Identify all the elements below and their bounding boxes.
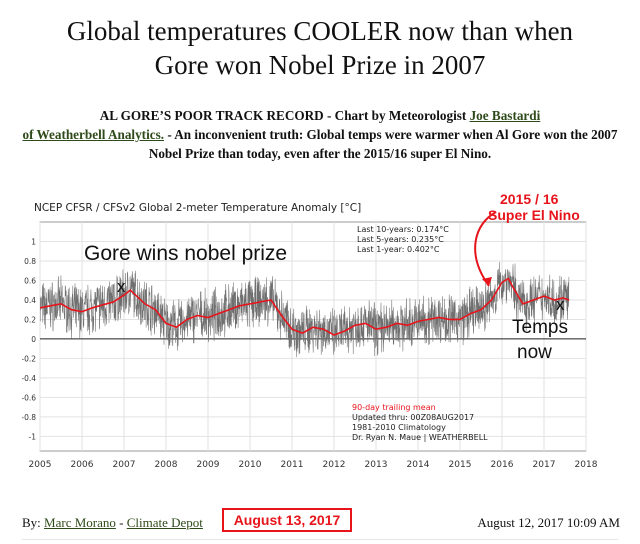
legend-updated: Updated thru: 00Z08AUG2017 [352, 413, 474, 422]
x-tick-label: 2008 [155, 460, 178, 470]
y-tick-label: -1 [29, 432, 37, 441]
x-tick-label: 2009 [197, 460, 220, 470]
x-tick-label: 2006 [71, 460, 94, 470]
annotation-temps-2: now [517, 342, 552, 363]
x-tick-label: 2017 [533, 460, 556, 470]
highlighted-date-badge: August 13, 2017 [222, 508, 352, 532]
headline-line-2: Gore won Nobel Prize in 2007 [154, 50, 486, 80]
annotation-gore: Gore wins nobel prize [84, 242, 287, 265]
y-tick-label: 1 [31, 237, 36, 246]
byline-divider [22, 539, 618, 540]
chart-legend: 90-day trailing mean Updated thru: 00Z08… [352, 403, 488, 442]
elnino-arrow-head [482, 277, 492, 286]
byline-author-block: By: Marc Morano - Climate Depot [22, 515, 203, 531]
source-link-climate-depot[interactable]: Climate Depot [126, 515, 203, 530]
y-tick-label: -0.6 [22, 393, 36, 402]
temperature-chart: NCEP CFSR / CFSv2 Global 2-meter Tempera… [22, 188, 622, 488]
intro-text-2: - An inconvenient truth: Global temps we… [148, 127, 618, 161]
y-tick-label: 0.8 [24, 257, 36, 266]
author-link-joe-bastardi[interactable]: Joe Bastardi [469, 108, 541, 123]
x-tick-label: 2018 [575, 460, 598, 470]
chart-svg: NCEP CFSR / CFSv2 Global 2-meter Tempera… [22, 188, 622, 488]
elnino-arrow [474, 211, 497, 287]
x-tick-label: 2005 [29, 460, 52, 470]
annotation-temps-mark: x [556, 295, 565, 314]
x-tick-label: 2011 [281, 460, 304, 470]
headline-line-1: Global temperatures COOLER now than when [66, 16, 574, 46]
annotation-temps-1: Temps [512, 317, 568, 338]
legend-climatology: 1981-2010 Climatology [352, 423, 446, 432]
daily-series-line [39, 261, 570, 358]
article-intro: AL GORE’S POOR TRACK RECORD - Chart by M… [20, 106, 620, 163]
intro-text-1: AL GORE’S POOR TRACK RECORD - Chart by M… [99, 108, 470, 123]
y-tick-label: -0.8 [22, 413, 36, 422]
x-tick-label: 2007 [113, 460, 136, 470]
y-tick-label: 0.4 [24, 296, 36, 305]
x-tick-label: 2014 [407, 460, 430, 470]
chart-background [22, 188, 622, 488]
y-tick-label: -0.4 [22, 374, 36, 383]
byline-dash: - [115, 515, 127, 530]
author-link-marc-morano[interactable]: Marc Morano [44, 515, 116, 530]
chart-title: NCEP CFSR / CFSv2 Global 2-meter Tempera… [34, 202, 361, 214]
legend-mean: 90-day trailing mean [352, 403, 436, 412]
stat-1yr: Last 1-year: 0.402°C [357, 245, 440, 254]
x-tick-labels: 2005 2006 2007 2008 2009 2010 2011 2012 2013 2014… [29, 460, 598, 470]
publish-timestamp: August 12, 2017 10:09 AM [477, 515, 620, 530]
weatherbell-link[interactable]: of Weatherbell Analytics. [22, 127, 165, 142]
stats-box: Last 10-years: 0.174°C Last 5-years: 0.2… [357, 225, 449, 254]
x-tick-label: 2015 [449, 460, 472, 470]
x-tick-label: 2016 [491, 460, 514, 470]
annotation-gore-mark: x [117, 277, 126, 296]
article-headline: Global temperatures COOLER now than when… [0, 14, 640, 82]
y-tick-labels: 1 0.8 0.6 0.4 0.2 0 -0.2 -0.4 -0.6 -0.8 -1 [22, 237, 36, 441]
y-tick-label: 0 [31, 335, 36, 344]
x-tick-label: 2012 [323, 460, 346, 470]
y-tick-label: 0.6 [24, 276, 36, 285]
mean-series-line [39, 277, 570, 336]
annotation-elnino-2: Super El Nino [488, 207, 580, 223]
stat-5yr: Last 5-years: 0.235°C [357, 235, 444, 244]
stat-10yr: Last 10-years: 0.174°C [357, 225, 449, 234]
daily-series [39, 261, 570, 358]
x-tick-label: 2013 [365, 460, 388, 470]
annotation-elnino-1: 2015 / 16 [500, 191, 559, 207]
article-byline: By: Marc Morano - Climate Depot August 1… [22, 508, 622, 538]
legend-credit: Dr. Ryan N. Maue | WEATHERBELL [352, 433, 488, 442]
y-tick-label: 0.2 [24, 315, 36, 324]
byline-by: By: [22, 515, 45, 530]
x-tick-label: 2010 [239, 460, 262, 470]
y-tick-label: -0.2 [22, 354, 36, 363]
